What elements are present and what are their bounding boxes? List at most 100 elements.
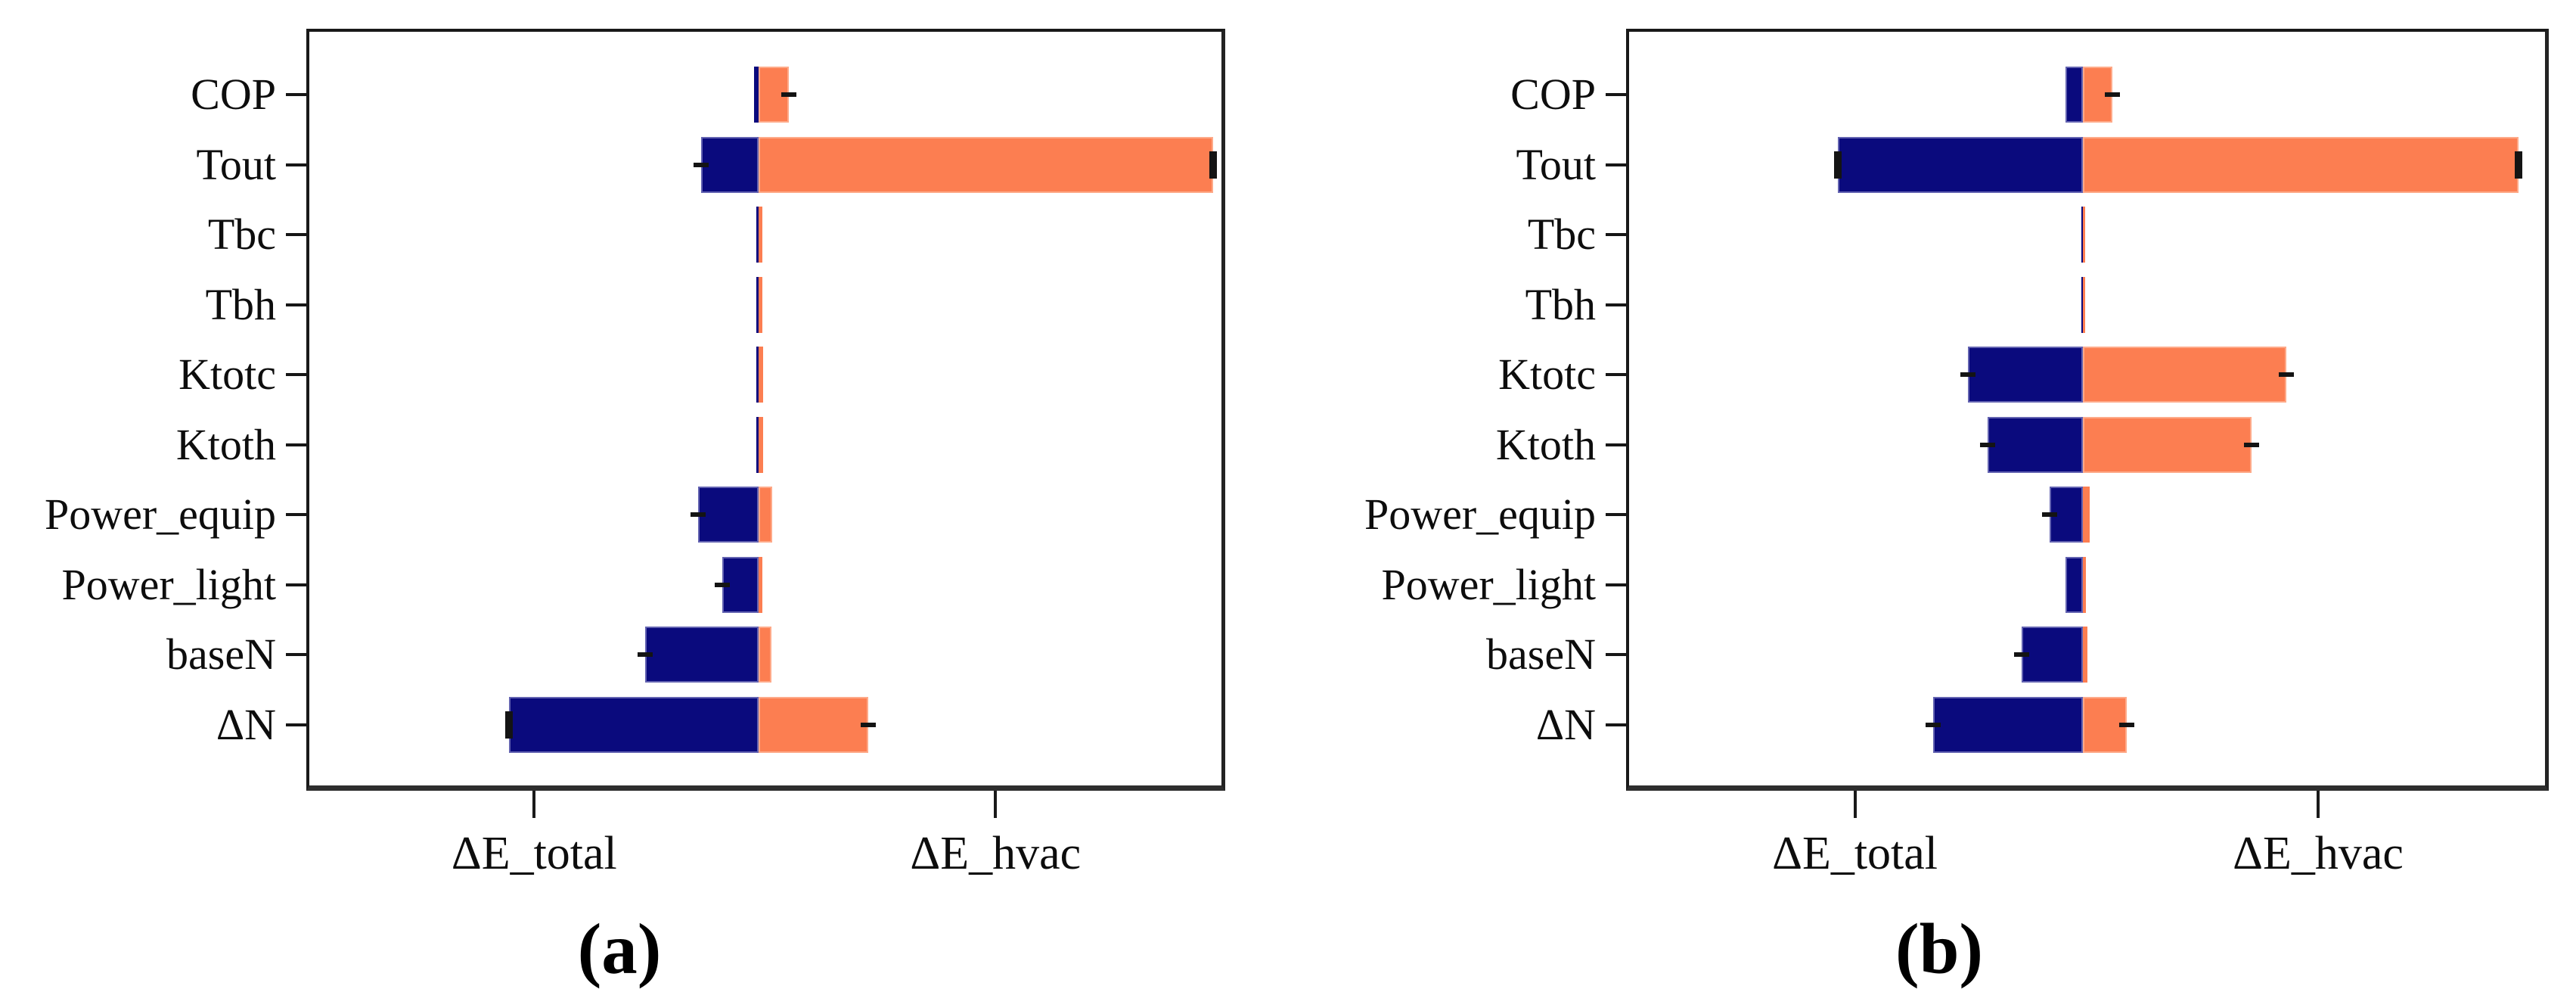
bar-hvac-ktoth — [2083, 416, 2252, 473]
y-label-power-equip: Power_equip — [1364, 490, 1596, 540]
bar-hvac-power-equip — [2083, 487, 2090, 543]
bar-hvac-tbc — [2083, 207, 2085, 263]
y-tick-n — [286, 723, 306, 726]
error-cap-hvac-tout — [2514, 151, 2522, 179]
y-tick-basen — [286, 653, 306, 657]
bar-hvac-ktoth — [759, 416, 764, 473]
y-label-n: ΔN — [216, 699, 276, 749]
bar-hvac-power-equip — [759, 487, 773, 543]
y-tick-cop — [1606, 93, 1626, 96]
bar-hvac-basen — [759, 627, 772, 683]
bar-total-ktoth — [756, 416, 759, 473]
bar-total-power-light — [2065, 556, 2083, 613]
y-tick-power-light — [286, 583, 306, 586]
bar-total-tout — [1838, 136, 2084, 193]
y-tick-cop — [286, 93, 306, 96]
x-tick-label-e-hvac-b: ΔE_hvac — [2233, 828, 2404, 879]
bar-hvac-tbc — [759, 207, 762, 263]
y-label-ktotc: Ktotc — [1498, 350, 1596, 400]
y-label-ktotc: Ktotc — [178, 350, 276, 400]
bar-total-tout — [700, 136, 759, 193]
bar-total-basen — [2021, 627, 2084, 683]
y-label-power-light: Power_light — [61, 559, 276, 609]
bar-total-tbc — [2081, 207, 2084, 263]
error-cap-total-tout — [693, 162, 709, 167]
y-tick-tbh — [1606, 303, 1626, 306]
error-cap-hvac-n — [2118, 722, 2134, 727]
y-label-cop: COP — [1510, 70, 1596, 119]
y-tick-power-equip — [286, 513, 306, 517]
error-cap-total-power-equip — [2042, 512, 2058, 518]
error-cap-total-basen — [637, 652, 653, 658]
x-tick-label-e-total-b: ΔE_total — [1772, 828, 1938, 879]
bar-total-basen — [644, 627, 759, 683]
bar-hvac-ktotc — [2083, 347, 2287, 403]
bar-total-n — [509, 696, 759, 753]
y-tick-ktotc — [286, 373, 306, 377]
error-cap-total-n — [505, 711, 513, 739]
error-cap-hvac-cop — [781, 92, 797, 97]
y-tick-tout — [1606, 163, 1626, 166]
y-label-basen: baseN — [1486, 630, 1596, 680]
y-tick-ktotc — [1606, 373, 1626, 377]
bar-total-cop — [2065, 67, 2083, 123]
y-tick-power-equip — [1606, 513, 1626, 517]
error-cap-hvac-n — [861, 722, 877, 727]
y-label-power-equip: Power_equip — [44, 490, 276, 540]
y-label-tbh: Tbh — [1525, 279, 1596, 329]
bar-hvac-tout — [759, 136, 1213, 193]
x-tick-label-e-hvac-a: ΔE_hvac — [910, 828, 1082, 879]
y-label-power-light: Power_light — [1381, 559, 1596, 609]
chart-caption-a: (a) — [577, 909, 662, 989]
bar-hvac-tbh — [759, 276, 762, 333]
bar-hvac-ktotc — [759, 347, 764, 403]
error-cap-total-power-equip — [691, 512, 706, 518]
bar-total-power-equip — [698, 487, 759, 543]
bar-total-ktotc — [756, 347, 759, 403]
bar-hvac-tout — [2083, 136, 2519, 193]
bar-total-ktotc — [1968, 347, 2083, 403]
chart-caption-b: (b) — [1895, 909, 1984, 989]
bar-hvac-power-light — [759, 556, 762, 613]
y-label-tout: Tout — [196, 139, 277, 189]
error-cap-total-ktotc — [1960, 372, 1976, 378]
x-tick-e-total-b — [1853, 791, 1857, 818]
error-cap-hvac-ktotc — [2279, 372, 2295, 378]
y-label-cop: COP — [191, 70, 276, 119]
bar-total-n — [1932, 696, 2084, 753]
bar-total-tbh — [2081, 276, 2084, 333]
y-tick-tbc — [1606, 233, 1626, 237]
y-tick-ktoth — [1606, 443, 1626, 446]
bar-total-ktoth — [1987, 416, 2084, 473]
bar-hvac-tbh — [2083, 276, 2085, 333]
y-tick-tbh — [286, 303, 306, 306]
bar-total-cop — [753, 67, 759, 123]
y-label-ktoth: Ktoth — [1495, 419, 1596, 469]
bar-total-tbh — [756, 276, 759, 333]
y-tick-tout — [286, 163, 306, 166]
x-tick-e-hvac-b — [2317, 791, 2320, 818]
x-tick-label-e-total-a: ΔE_total — [451, 828, 617, 879]
bar-hvac-n — [759, 696, 869, 753]
error-cap-total-n — [1925, 722, 1941, 727]
y-tick-ktoth — [286, 443, 306, 446]
y-label-basen: baseN — [166, 630, 276, 680]
error-cap-total-ktoth — [1979, 442, 1995, 447]
error-cap-total-power-light — [714, 582, 730, 587]
bar-hvac-basen — [2083, 627, 2088, 683]
x-tick-e-hvac-a — [994, 791, 998, 818]
y-label-n: ΔN — [1535, 699, 1596, 749]
error-cap-hvac-cop — [2105, 92, 2121, 97]
y-label-ktoth: Ktoth — [175, 419, 276, 469]
y-label-tbh: Tbh — [205, 279, 276, 329]
bar-total-tbc — [756, 207, 759, 263]
y-tick-power-light — [1606, 583, 1626, 586]
y-label-tbc: Tbc — [207, 210, 276, 260]
y-label-tbc: Tbc — [1527, 210, 1596, 260]
error-cap-hvac-tout — [1209, 151, 1217, 179]
y-tick-n — [1606, 723, 1626, 726]
error-cap-total-basen — [2013, 652, 2029, 658]
y-label-tout: Tout — [1516, 139, 1597, 189]
y-tick-basen — [1606, 653, 1626, 657]
